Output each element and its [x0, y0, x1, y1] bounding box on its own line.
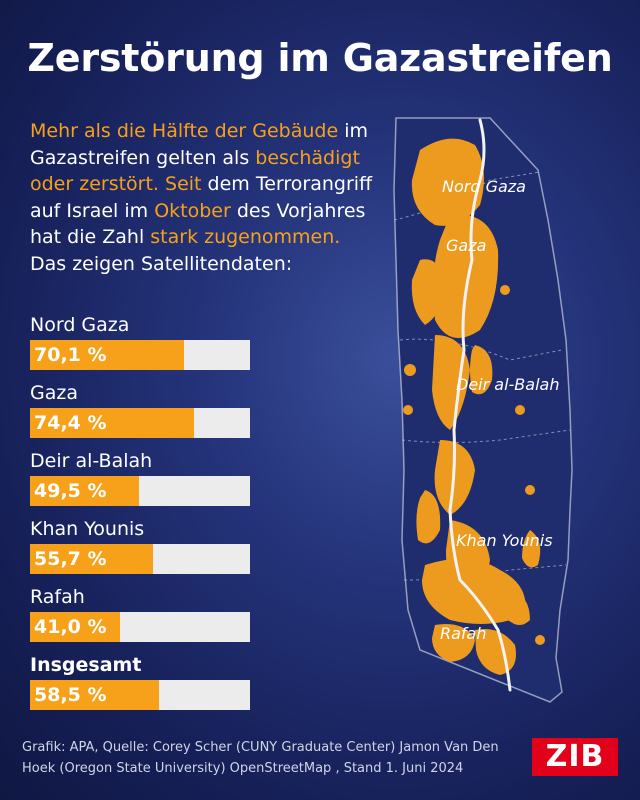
intro-segment: dem Terrorangriff auf Israel im — [30, 173, 373, 222]
intro-text: Mehr als die Hälfte der Gebäude im Gazas… — [30, 118, 380, 277]
bar-category-label: Insgesamt — [30, 654, 142, 676]
border-khan — [403, 564, 567, 581]
bar-fill — [30, 680, 159, 710]
bar-track: 41,0 % — [30, 612, 250, 642]
map-label-nord-gaza: Nord Gaza — [442, 177, 526, 196]
intro-highlight: Oktober — [154, 199, 231, 222]
bar-category-label: Gaza — [30, 382, 78, 404]
map-label-rafah: Rafah — [440, 624, 487, 643]
map-label-deir-al-balah: Deir al-Balah — [456, 375, 559, 394]
bar-category-label: Rafah — [30, 586, 85, 608]
bar-fill — [30, 544, 153, 574]
bar-track: 74,4 % — [30, 408, 250, 438]
bar-fill — [30, 408, 194, 438]
bar-track: 55,7 % — [30, 544, 250, 574]
intro-segment: Das zeigen Satellitendaten: — [30, 252, 293, 275]
bar-value-label: 74,4 % — [34, 412, 107, 434]
bar-item: Rafah 41,0 % — [30, 584, 260, 652]
bar-fill — [30, 340, 185, 370]
bar-track: 58,5 % — [30, 680, 250, 710]
intro-highlight: beschädigt oder zerstört. Seit — [30, 146, 360, 196]
bar-chart: Nord Gaza 70,1 % Gaza 74,4 % Deir al-Balah 49… — [30, 312, 260, 720]
bar-value-label: 49,5 % — [34, 480, 107, 502]
source-credit: Grafik: APA, Quelle: Corey Scher (CUNY G… — [22, 740, 499, 776]
bar-category-label: Nord Gaza — [30, 314, 130, 336]
bar-fill — [30, 612, 121, 642]
border-deir — [401, 429, 571, 443]
bar-category-label: Deir al-Balah — [30, 450, 153, 472]
bar-track: 49,5 % — [30, 476, 250, 506]
bar-item: Nord Gaza 70,1 % — [30, 312, 260, 380]
gaza-map: Nord Gaza Gaza Deir al-Balah Khan Younis… — [380, 110, 580, 710]
bar-value-label: 58,5 % — [34, 684, 107, 706]
bar-value-label: 41,0 % — [34, 616, 107, 638]
bar-value-label: 70,1 % — [34, 344, 107, 366]
gaza-map-svg: Nord Gaza Gaza Deir al-Balah Khan Younis… — [393, 117, 573, 703]
border-gaza — [399, 338, 563, 361]
page-title: Zerstörung im Gazastreifen — [27, 36, 613, 80]
bar-item: Deir al-Balah 49,5 % — [30, 448, 260, 516]
damage-overlay — [403, 138, 545, 675]
bar-category-label: Khan Younis — [30, 518, 145, 540]
main-road — [448, 118, 512, 692]
zib-logo: ZIB — [532, 738, 618, 776]
bar-value-label: 55,7 % — [34, 548, 107, 570]
bar-item: Khan Younis 55,7 % — [30, 516, 260, 584]
bar-item: Gaza 74,4 % — [30, 380, 260, 448]
map-label-khan-younis: Khan Younis — [456, 531, 553, 550]
bar-item: Insgesamt 58,5 % — [30, 652, 260, 720]
intro-segment: im Gazastreifen gelten als — [30, 120, 368, 169]
intro-highlight: stark zugenommen. — [150, 226, 341, 248]
bar-fill — [30, 476, 139, 506]
bar-track: 70,1 % — [30, 340, 250, 370]
intro-segment: des Vorjahres hat die Zahl — [30, 199, 366, 249]
map-label-gaza: Gaza — [446, 236, 486, 255]
intro-highlight: Mehr als die Hälfte der Gebäude — [30, 120, 339, 142]
